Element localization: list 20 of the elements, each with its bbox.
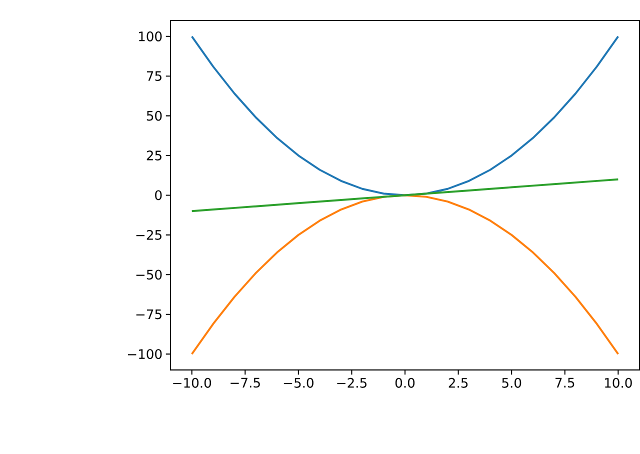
x-tick-label: −2.5 — [337, 378, 366, 388]
y-tick-label: −100 — [128, 349, 162, 360]
x-tick-label: 2.5 — [448, 378, 468, 388]
x-tick-label: −7.5 — [230, 378, 260, 388]
x-tick-label: 0.0 — [395, 378, 415, 388]
line-series — [190, 194, 620, 356]
y-tick-label: 50 — [146, 110, 162, 121]
line-series — [190, 35, 620, 196]
x-tick-label: 5.0 — [502, 378, 522, 388]
x-tick-label: −10.0 — [173, 378, 212, 388]
y-tick-label: 100 — [139, 32, 162, 42]
y-tick-label: −25 — [136, 230, 162, 240]
x-tick-label: 7.5 — [556, 378, 574, 388]
y-tick-label: 25 — [146, 150, 162, 161]
y-tick-label: −75 — [136, 310, 162, 320]
y-tick-label: 75 — [146, 71, 162, 82]
y-tick-label: 0 — [155, 190, 162, 200]
y-tick-label: −50 — [136, 270, 162, 280]
x-tick-label: 10.0 — [605, 378, 632, 388]
x-tick-label: −5.0 — [284, 378, 314, 388]
